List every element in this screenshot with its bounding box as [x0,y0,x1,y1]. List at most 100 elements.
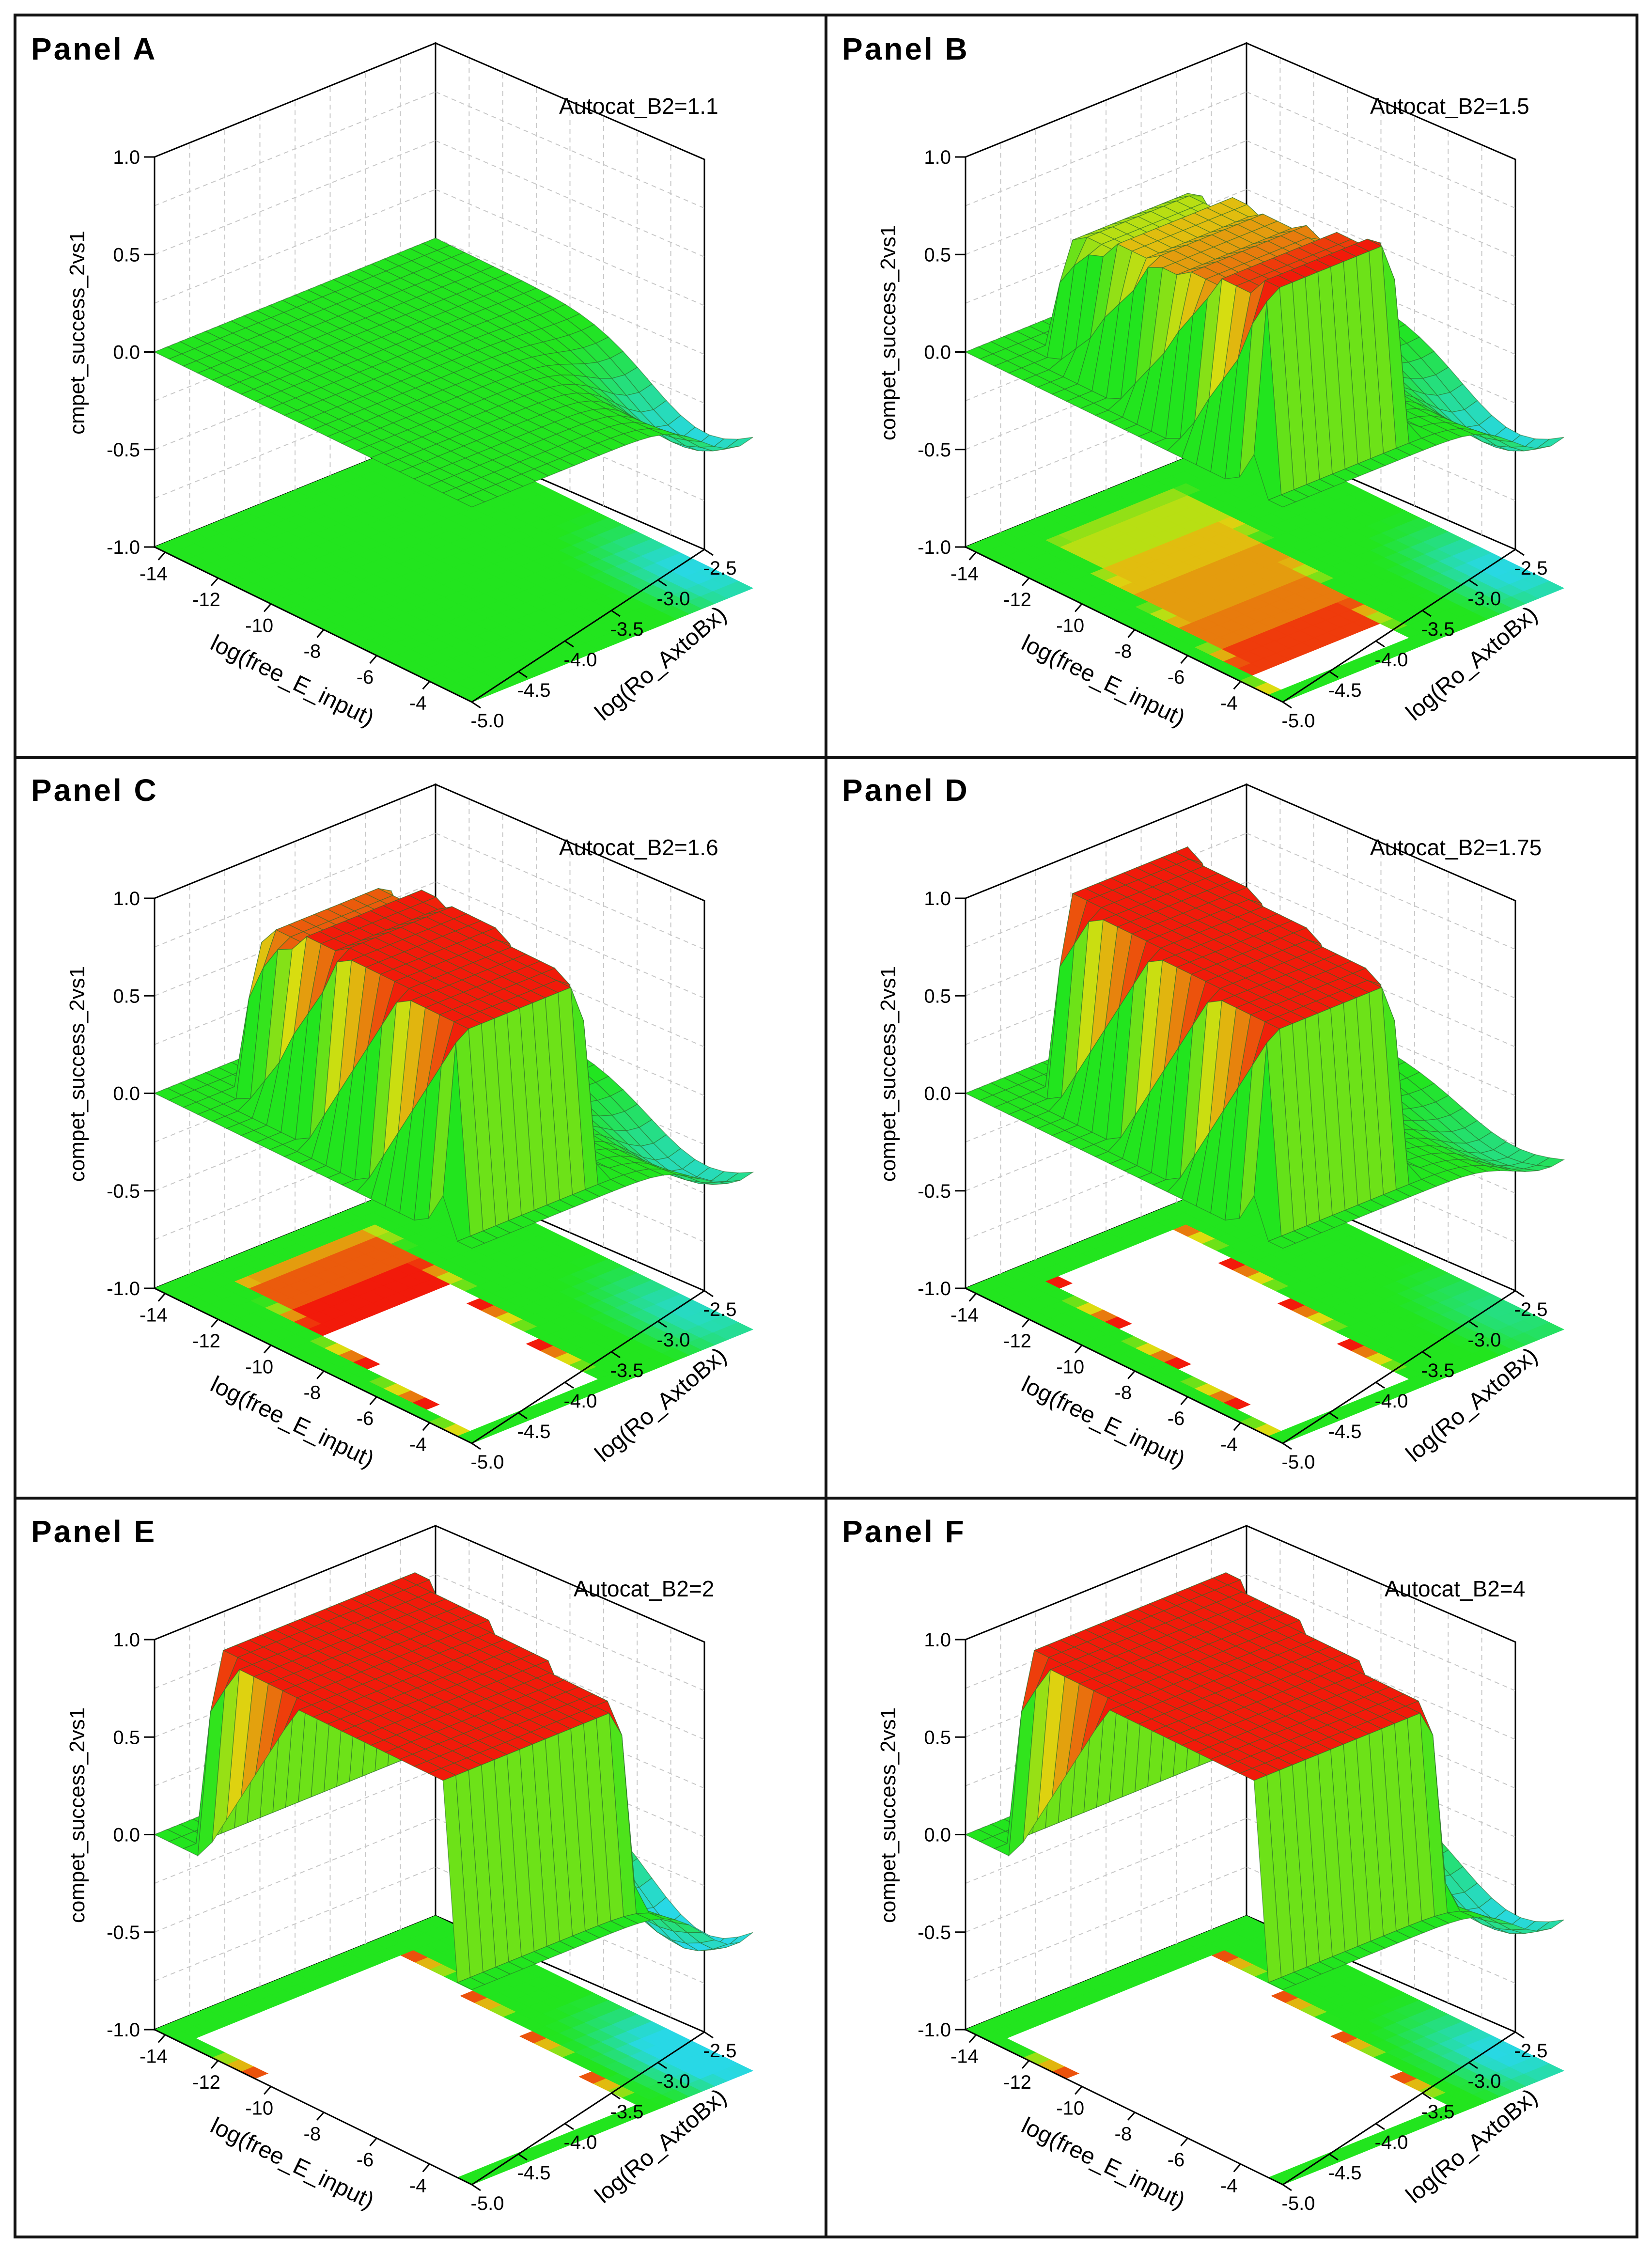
y-tick-label: -2.5 [703,1299,737,1320]
x-tick [422,681,430,690]
x-tick-label: -14 [140,1305,168,1326]
z-tick-label: 0.5 [924,244,951,266]
grid-line [965,384,1247,499]
z-tick-label: 0.5 [113,244,140,266]
y-tick [1282,1442,1292,1450]
x-tick-label: -8 [1115,1382,1132,1404]
y-axis-line [1282,548,1516,703]
z-tick-label: 0.5 [924,985,951,1007]
x-tick [968,1293,977,1302]
x-tick-label: -12 [1003,1330,1031,1352]
x-tick-label: -4 [409,692,427,714]
surface-mesh [965,193,1564,508]
x-axis-label: log(free_E_input) [206,630,378,732]
z-tick-label: -1.0 [107,537,140,558]
z-tick-label: -0.5 [918,439,951,461]
x-tick-label: -10 [245,1356,273,1377]
y-tick-label: -5.0 [471,710,504,732]
x-tick [1021,578,1030,586]
x-tick [264,603,272,612]
x-tick [157,1293,166,1302]
y-tick-label: -3.5 [1421,1360,1455,1381]
x-tick-label: -10 [1056,615,1084,636]
y-tick [1375,640,1385,648]
panel-d: Panel D Autocat_B2=1.75 -1.0 -0.5 0.0 0.5 1.… [827,758,1640,1499]
y-tick [1468,1320,1478,1328]
x-tick [264,1345,272,1354]
z-axis-label: compet_success_2vs1 [876,225,900,440]
panel-a-parameter: Autocat_B2=1.1 [559,94,718,119]
surface-mesh [154,1572,753,1990]
y-tick [471,1442,481,1450]
y-tick [1468,579,1478,587]
z-tick-label: 1.0 [113,147,140,168]
y-tick [704,1290,714,1298]
y-tick-label: -2.5 [703,558,737,579]
surface-mesh [154,237,753,508]
panel-d-plot: -1.0-0.50.00.51.0-14-12-10-8-6-4-5.0-4.5… [876,783,1565,1473]
x-tick-label: -12 [192,1330,220,1352]
y-tick [1375,1381,1385,1389]
x-tick [1180,1396,1188,1405]
x-tick-label: -4 [1220,692,1238,714]
x-tick [1075,603,1083,612]
panel-b-title: Panel B [842,31,969,66]
y-tick-label: -4.0 [1375,1391,1408,1412]
panel-d-parameter: Autocat_B2=1.75 [1370,835,1542,860]
panel-d-title: Panel D [842,773,969,808]
x-tick [210,1319,219,1328]
x-tick-label: -14 [951,1305,979,1326]
panel-a: Panel A Autocat_B2=1.1 -1.0 -0.5 0.0 0.5 1.0… [16,16,829,758]
y-tick [1422,1351,1432,1359]
contour-projection [154,1915,754,2185]
panel-e: Panel E Autocat_B2=2 -1.0 -0.5 0.0 0.5 1.0 -1… [16,1499,829,2240]
y-tick [1329,671,1339,678]
x-tick [1127,629,1136,638]
x-tick-label: -4 [409,1434,427,1455]
x-tick [1233,1422,1241,1431]
x-tick-label: -14 [951,563,979,585]
y-tick [1329,1412,1339,1420]
surface-patch [456,1235,486,1249]
x-tick-label: -14 [140,563,168,585]
x-tick [1180,655,1188,664]
y-tick [518,1412,528,1420]
z-tick-label: -0.5 [107,439,140,461]
z-tick-label: 0.0 [113,1083,140,1105]
y-tick-label: -3.0 [657,588,690,610]
grid-line [154,832,436,948]
y-tick [611,610,621,617]
x-axis-line [154,546,472,703]
y-tick [518,671,528,678]
x-axis-line [965,1287,1283,1444]
x-axis-line [154,1287,472,1444]
y-tick-label: -3.0 [1468,588,1501,610]
x-axis-label: log(free_E_input) [206,1372,378,1473]
y-tick [657,1320,667,1328]
y-tick-label: -4.0 [564,649,597,671]
y-tick-label: -3.5 [610,1360,644,1381]
y-tick [611,1351,621,1359]
z-tick-label: 0.5 [113,985,140,1007]
x-axis-label: log(free_E_input) [1017,630,1189,732]
z-tick-label: -0.5 [918,1181,951,1202]
y-tick [704,548,714,556]
grid-line [965,91,1247,206]
x-tick-label: -6 [1168,667,1185,688]
y-tick-label: -3.0 [657,1329,690,1351]
y-tick [1422,610,1432,617]
x-tick [369,655,377,664]
y-axis-line [471,1290,705,1444]
panel-c: Panel C Autocat_B2=1.6 -1.0 -0.5 0.0 0.5 1.0… [16,758,829,1499]
x-tick-label: -6 [357,1408,374,1429]
surface-mesh [965,846,1565,1249]
back-wall-right [1246,42,1516,551]
y-axis-line [471,548,705,703]
z-tick-label: 1.0 [113,888,140,909]
y-tick [1282,701,1292,709]
x-tick [316,1370,325,1379]
contour-projection [154,1174,754,1444]
z-tick-label: -1.0 [918,537,951,558]
z-tick-label: 0.0 [113,342,140,363]
x-axis-label: log(free_E_input) [1017,1372,1189,1473]
